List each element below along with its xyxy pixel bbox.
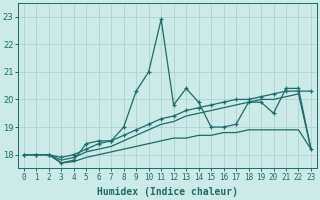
X-axis label: Humidex (Indice chaleur): Humidex (Indice chaleur) [97,187,238,197]
